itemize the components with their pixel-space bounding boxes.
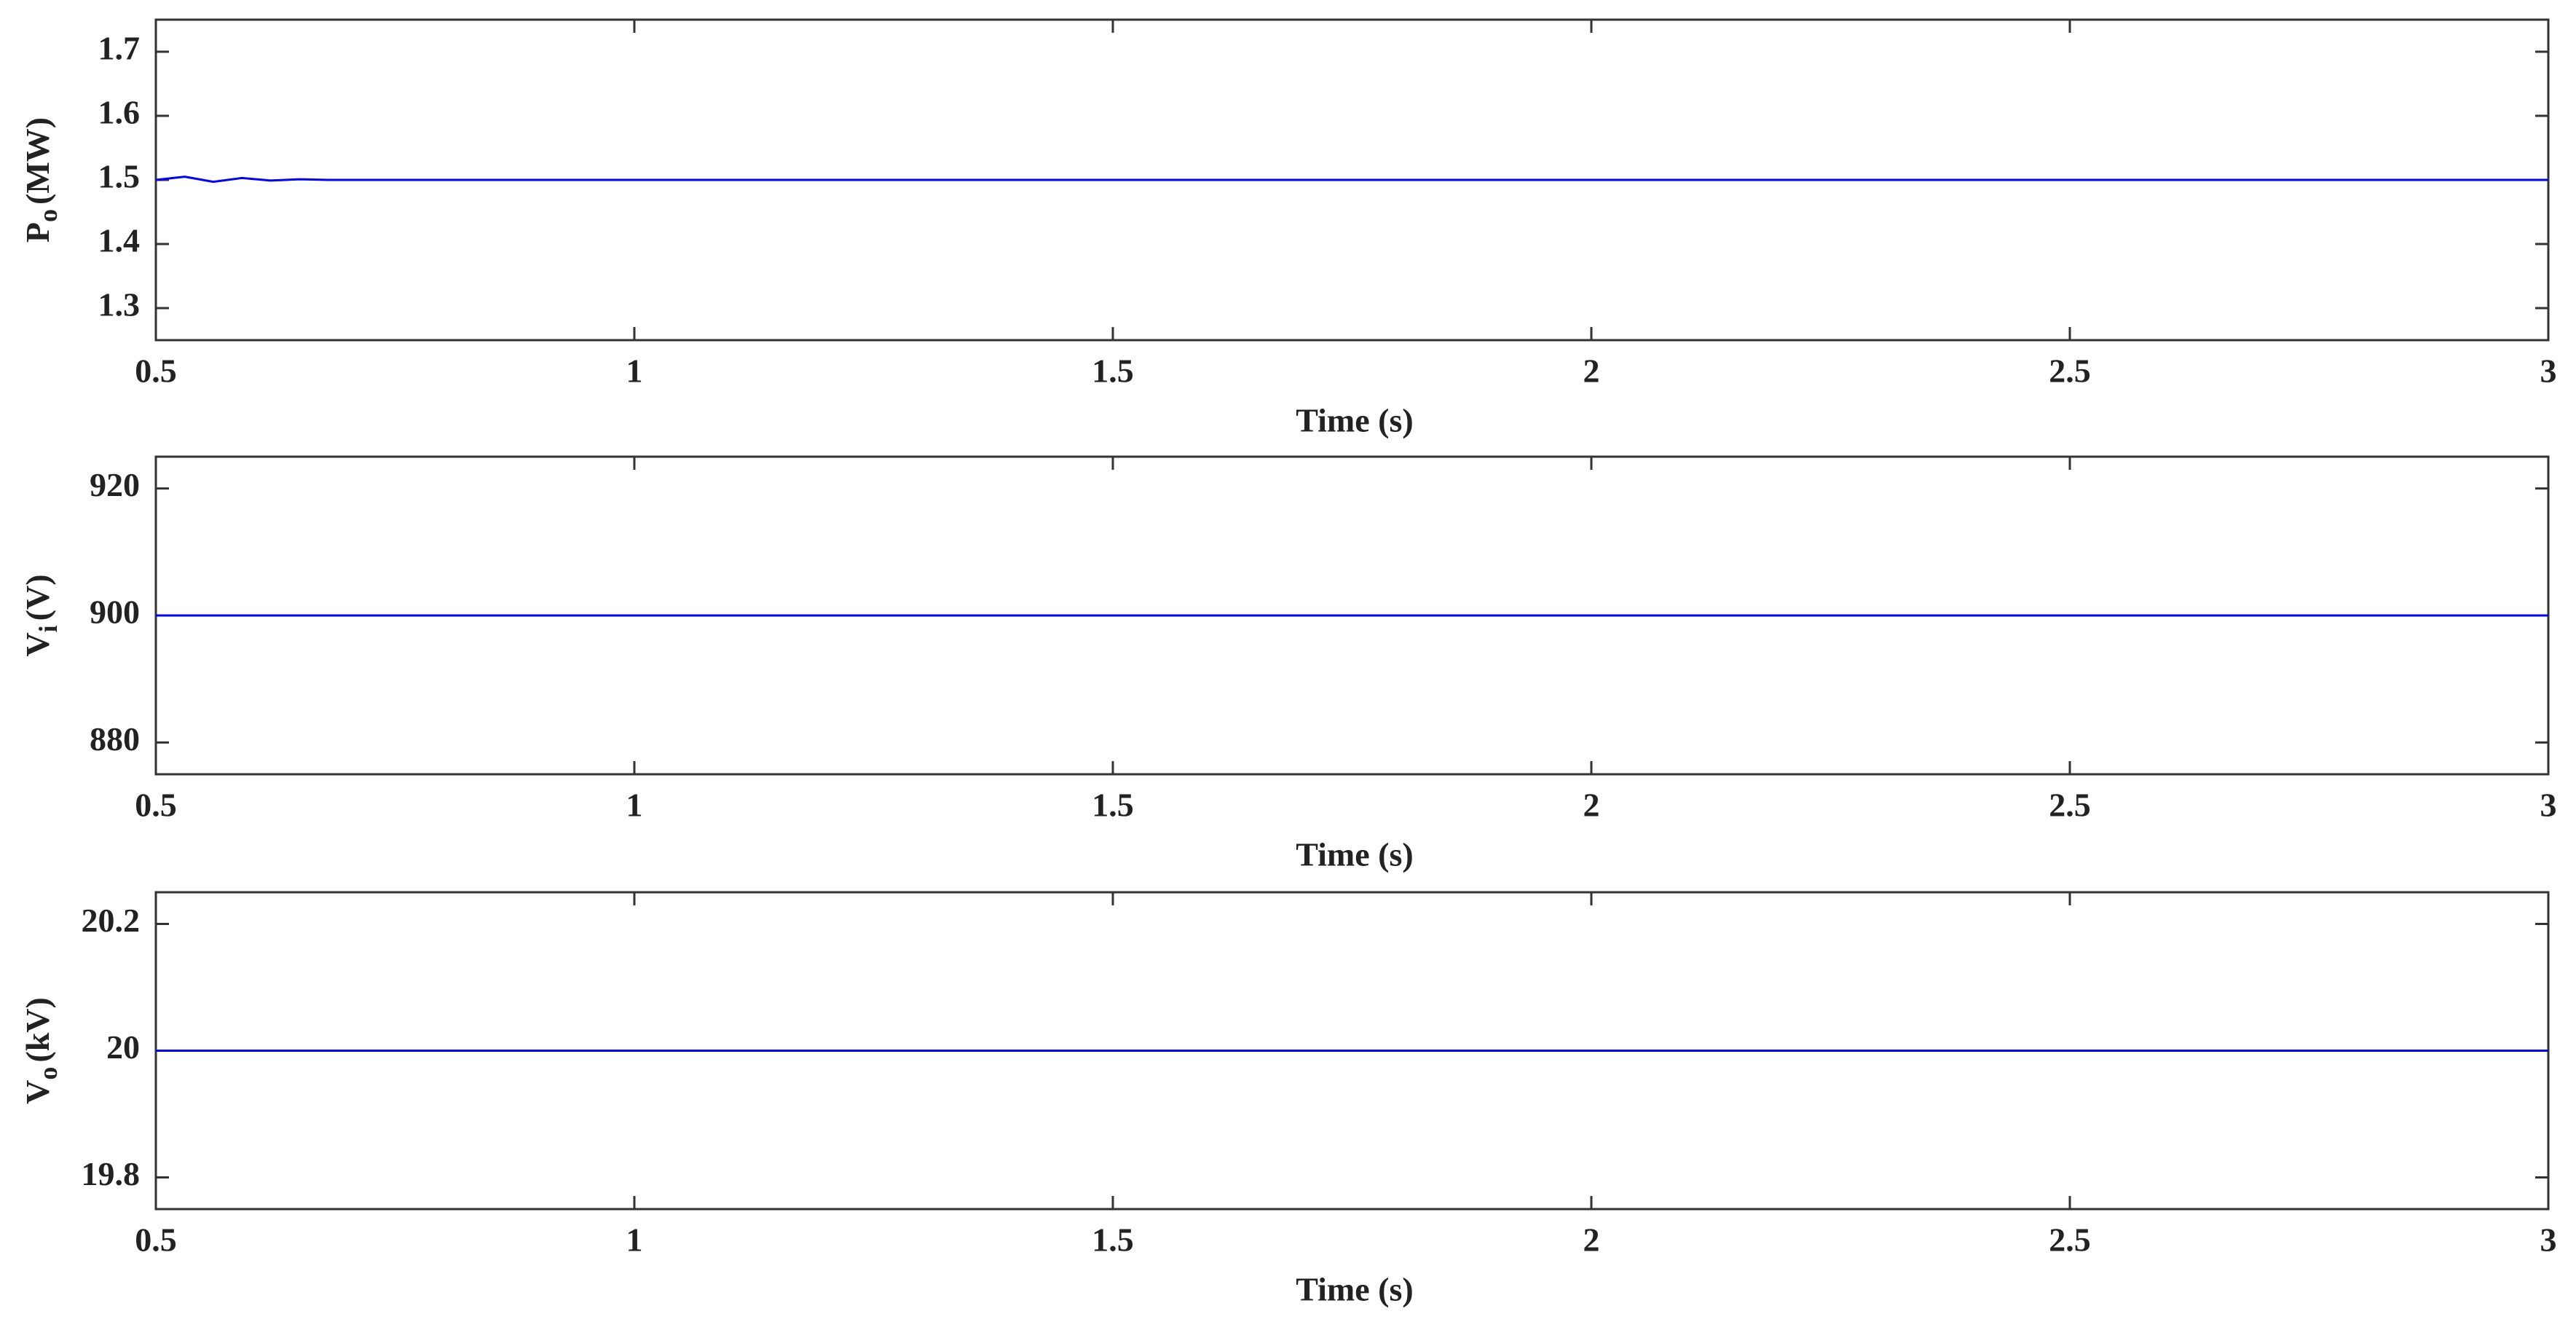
- x-tick-label: 1: [626, 353, 643, 390]
- x-axis-label: Time (s): [1296, 402, 1413, 439]
- y-tick-label: 19.8: [82, 1155, 141, 1192]
- y-tick-label: 880: [90, 720, 140, 758]
- y-label-unit: (MW): [19, 117, 56, 205]
- x-tick-label: 2: [1583, 1221, 1600, 1259]
- y-label-subscript: i: [34, 625, 63, 632]
- y-label-symbol: V: [19, 632, 56, 656]
- x-tick-label: 2.5: [2049, 1221, 2091, 1259]
- x-tick-label: 1.5: [1092, 353, 1134, 390]
- y-label-subscript: o: [34, 1067, 63, 1080]
- y-axis-label: Po (MW): [19, 117, 63, 243]
- x-tick-label: 0.5: [135, 353, 177, 390]
- y-label-unit: (V): [19, 574, 56, 621]
- y-label-subscript: o: [34, 209, 63, 222]
- y-tick-label: 1.6: [98, 94, 141, 131]
- x-tick-label: 3: [2540, 353, 2557, 390]
- y-tick-label: 920: [90, 466, 140, 503]
- data-line: [155, 176, 2548, 184]
- y-axis-label: Vo (kV): [19, 997, 63, 1104]
- x-tick-label: 1: [626, 787, 643, 824]
- x-tick-label: 1.5: [1092, 1221, 1134, 1259]
- x-tick-label: 2: [1583, 787, 1600, 824]
- y-tick-label: 1.4: [98, 222, 141, 259]
- y-tick-label: 1.5: [98, 158, 141, 195]
- x-tick-label: 2.5: [2049, 787, 2091, 824]
- x-tick-label: 3: [2540, 787, 2557, 824]
- x-tick-label: 1.5: [1092, 787, 1134, 824]
- x-tick-label: 3: [2540, 1221, 2557, 1259]
- x-axis-label: Time (s): [1296, 836, 1413, 873]
- y-label-symbol: V: [19, 1080, 56, 1104]
- y-tick-label: 1.7: [98, 30, 141, 67]
- y-axis-label: Vi (V): [19, 574, 63, 656]
- y-tick-label: 20.2: [82, 902, 141, 939]
- y-tick-label: 20: [106, 1028, 140, 1066]
- x-tick-label: 0.5: [135, 787, 177, 824]
- y-tick-label: 1.3: [98, 286, 141, 323]
- y-label-unit: (kV): [19, 997, 56, 1062]
- x-tick-label: 2.5: [2049, 353, 2091, 390]
- y-tick-label: 900: [90, 594, 140, 631]
- x-tick-label: 1: [626, 1221, 643, 1259]
- x-tick-label: 2: [1583, 353, 1600, 390]
- y-label-symbol: P: [19, 222, 56, 243]
- x-tick-label: 0.5: [135, 1221, 177, 1259]
- x-axis-label: Time (s): [1296, 1271, 1413, 1308]
